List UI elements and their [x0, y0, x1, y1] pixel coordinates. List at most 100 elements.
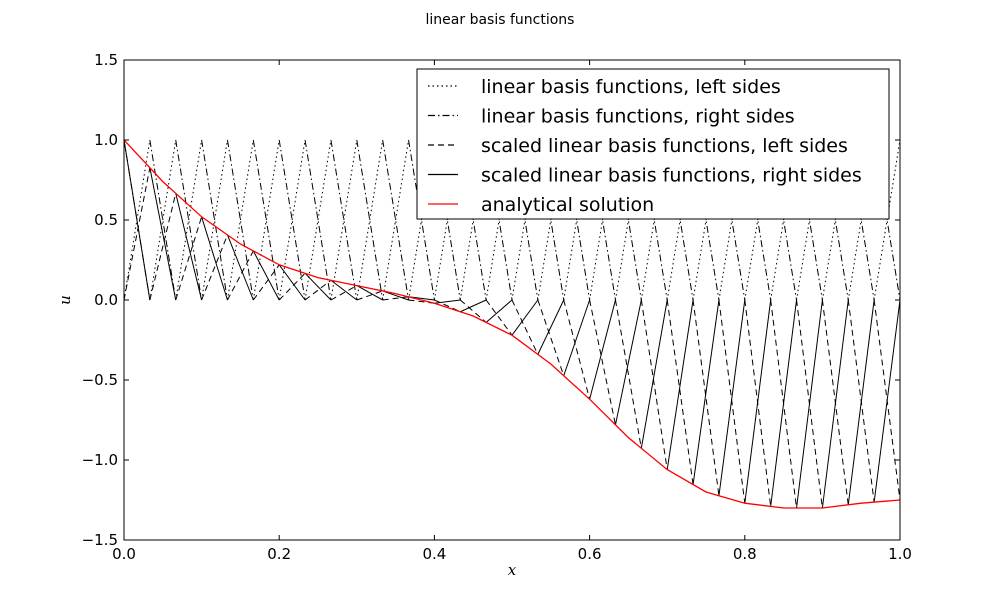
scaled-right-line	[666, 299, 694, 470]
basis-right-line	[666, 139, 694, 301]
scaled-left-line	[485, 299, 513, 336]
scaled-right-line	[537, 299, 565, 355]
scaled-right-line	[252, 250, 280, 301]
y-tick-label: 0.5	[94, 211, 118, 229]
scaled-right-line	[330, 279, 358, 301]
scaled-left-line	[459, 299, 487, 323]
scaled-right-line	[201, 216, 228, 301]
basis-right-line	[796, 139, 823, 301]
legend-box	[416, 68, 890, 220]
x-axis-label: x	[508, 561, 517, 579]
basis-right-line	[614, 139, 642, 301]
legend-label: linear basis functions, right sides	[481, 106, 795, 128]
scaled-right-line	[175, 193, 203, 301]
scaled-right-line	[460, 299, 487, 313]
scaled-right-line	[149, 167, 177, 301]
scaled-right-line	[873, 299, 901, 503]
chart-title: linear basis functions	[426, 12, 575, 28]
y-tick-label: 1.5	[94, 51, 118, 69]
scaled-right-line	[770, 299, 798, 507]
x-tick-label: 1.0	[888, 545, 912, 563]
basis-right-line	[485, 139, 513, 301]
basis-left-line	[278, 139, 306, 301]
legend-label: linear basis functions, left sides	[481, 76, 781, 98]
basis-right-line	[278, 139, 306, 301]
scaled-right-line	[640, 299, 668, 449]
scaled-left-line	[201, 234, 228, 301]
scaled-right-line	[304, 272, 332, 301]
scaled-right-line	[589, 299, 616, 400]
basis-right-line	[459, 139, 487, 301]
basis-right-line	[149, 139, 177, 301]
scaled-left-line	[175, 216, 203, 301]
scaled-right-line	[821, 299, 849, 509]
basis-right-line	[226, 139, 254, 301]
scaled-right-line	[485, 299, 513, 323]
scaled-right-line	[511, 299, 539, 336]
basis-left-line	[304, 139, 332, 301]
basis-right-line	[201, 139, 228, 301]
basis-left-line	[149, 139, 177, 301]
scaled-left-line	[304, 279, 332, 301]
y-tick-label: 0.0	[94, 291, 118, 309]
scaled-right-line	[434, 299, 461, 304]
basis-right-line	[821, 139, 849, 301]
basis-right-line	[873, 139, 901, 301]
scaled-right-line	[744, 299, 772, 504]
scaled-left-line	[123, 167, 151, 301]
scaled-left-line	[356, 290, 383, 301]
scaled-right-line	[123, 139, 151, 301]
basis-right-line	[433, 139, 461, 301]
basis-right-line	[692, 139, 720, 301]
basis-left-line	[382, 139, 410, 301]
basis-left-line	[252, 139, 280, 301]
y-tick-label: −1.5	[82, 531, 118, 549]
scaled-left-line	[692, 299, 720, 496]
x-tick-label: 0.6	[578, 545, 602, 563]
basis-right-line	[356, 139, 384, 301]
x-tick-label: 0.2	[267, 545, 291, 563]
analytical-solution-line	[123, 139, 901, 509]
scaled-left-line	[382, 296, 409, 301]
basis-right-line	[511, 139, 539, 301]
y-tick-label: −0.5	[82, 371, 118, 389]
basis-right-line	[589, 139, 616, 301]
basis-left-line	[201, 139, 228, 301]
basis-right-line	[537, 139, 565, 301]
basis-right-line	[252, 139, 280, 301]
basis-right-line	[847, 139, 875, 301]
axis-ticks: 0.0 0.2 0.4 0.6 0.8 1.0 1.5 1.0 0.5 0.0 −0.5 −1.0 −1…	[82, 51, 912, 563]
scaled-right-line	[563, 299, 591, 376]
basis-left-line	[330, 139, 358, 301]
scaled-right-line	[847, 299, 875, 505]
basis-right-line	[175, 139, 203, 301]
basis-right-line	[382, 139, 410, 301]
scaled-right-line	[278, 264, 306, 301]
legend-label: analytical solution	[481, 194, 654, 216]
scaled-left-line	[666, 299, 694, 485]
basis-right-line	[304, 139, 332, 301]
basis-right-line	[744, 139, 772, 301]
scaled-right-line	[796, 299, 823, 509]
scaled-left-line	[563, 299, 591, 400]
x-tick-label: 0.0	[112, 545, 136, 563]
scaled-left-line	[252, 264, 280, 301]
basis-right-line	[718, 139, 746, 301]
legend-label: scaled linear basis functions, right sid…	[481, 165, 862, 187]
basis-right-line	[770, 139, 798, 301]
y-tick-label: 1.0	[94, 131, 118, 149]
basis-left-line	[356, 139, 384, 301]
scaled-left-line	[537, 299, 565, 376]
x-tick-label: 0.4	[422, 545, 446, 563]
y-axis-label: u	[56, 295, 74, 305]
scaled-right-line	[227, 234, 254, 301]
basis-right-line	[563, 139, 591, 301]
scaled-left-line	[278, 272, 306, 301]
scaled-right-line	[614, 299, 642, 425]
scaled-left-line	[149, 193, 177, 301]
scaled-left-line	[511, 299, 539, 355]
basis-right-line	[330, 139, 358, 301]
x-tick-label: 0.8	[733, 545, 757, 563]
legend: linear basis functions, left sides linear…	[416, 68, 890, 220]
basis-right-line	[408, 139, 435, 301]
